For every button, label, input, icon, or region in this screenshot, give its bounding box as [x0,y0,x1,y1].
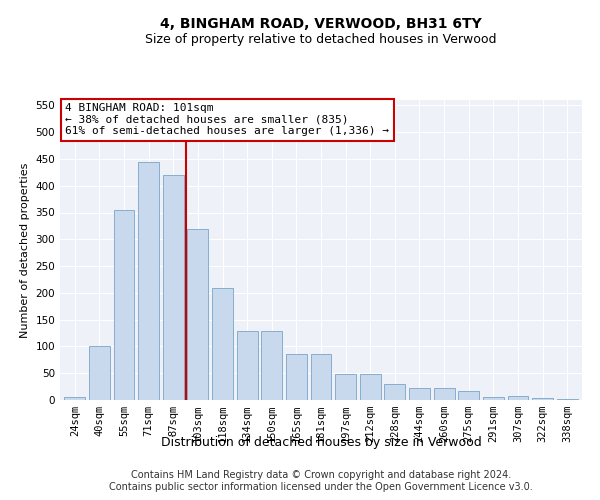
Bar [508,396,529,400]
Bar [113,210,134,400]
Bar [236,332,257,400]
Bar [434,388,455,400]
Bar [483,397,504,400]
Bar [458,391,479,400]
Text: 4 BINGHAM ROAD: 101sqm
← 38% of detached houses are smaller (835)
61% of semi-de: 4 BINGHAM ROAD: 101sqm ← 38% of detached… [65,103,389,136]
Text: Contains public sector information licensed under the Open Government Licence v3: Contains public sector information licen… [109,482,533,492]
Bar [385,384,406,400]
Bar [64,398,85,400]
Y-axis label: Number of detached properties: Number of detached properties [20,162,30,338]
Bar [532,398,553,400]
Bar [212,288,233,400]
Bar [163,175,184,400]
Bar [89,346,110,400]
Bar [286,354,307,400]
Text: Contains HM Land Registry data © Crown copyright and database right 2024.: Contains HM Land Registry data © Crown c… [131,470,511,480]
Bar [261,332,282,400]
Bar [409,388,430,400]
Bar [335,374,356,400]
Bar [311,354,331,400]
Text: 4, BINGHAM ROAD, VERWOOD, BH31 6TY: 4, BINGHAM ROAD, VERWOOD, BH31 6TY [160,18,482,32]
Text: Distribution of detached houses by size in Verwood: Distribution of detached houses by size … [161,436,481,449]
Text: Size of property relative to detached houses in Verwood: Size of property relative to detached ho… [145,32,497,46]
Bar [187,228,208,400]
Bar [360,374,381,400]
Bar [138,162,159,400]
